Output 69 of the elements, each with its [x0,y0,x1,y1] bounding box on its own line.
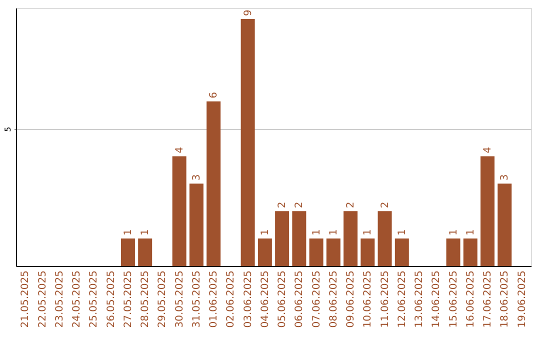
x-tick-label: 11.06.2025 [380,270,391,328]
x-tick-label: 31.05.2025 [191,270,202,328]
x-tick-label: 18.06.2025 [500,270,511,328]
bar [275,211,290,266]
x-tick-label: 29.05.2025 [157,270,168,328]
bar [138,238,152,266]
x-tick-label: 10.06.2025 [362,270,374,328]
data-label: 1 [448,229,460,236]
x-tick-label: 09.06.2025 [346,270,357,328]
bar [360,238,375,266]
data-label: 1 [260,229,271,236]
x-tick-label: 17.06.2025 [482,270,494,328]
bar [446,238,460,266]
bar [172,156,186,266]
data-label: 6 [208,92,220,98]
x-tick-label: 26.05.2025 [106,270,117,328]
bar [480,156,495,266]
x-tick-label: 14.06.2025 [431,270,442,328]
data-label: 2 [294,202,306,208]
data-label: 2 [346,202,357,208]
x-tick-label: 05.06.2025 [277,270,288,328]
data-label: 1 [328,229,340,236]
bar [394,238,409,266]
data-label: 4 [174,146,186,154]
x-tick-label: 15.06.2025 [448,270,460,328]
x-tick-label: 21.05.2025 [20,270,32,328]
data-label: 1 [311,229,322,236]
x-tick-label: 06.06.2025 [294,270,306,328]
x-tick-label: 30.05.2025 [174,270,186,328]
data-label: 1 [362,229,374,236]
x-tick-label: 23.05.2025 [54,270,66,328]
x-tick-label: 07.06.2025 [311,270,322,328]
x-tick-label: 22.05.2025 [37,270,48,328]
data-label: 9 [242,10,254,16]
x-tick-label: 03.06.2025 [242,270,254,328]
bar [258,238,272,266]
x-tick-label: 13.06.2025 [414,270,426,328]
data-label: 1 [396,229,408,236]
bar [498,184,512,266]
bar [309,238,324,266]
x-tick-label: 08.06.2025 [328,270,340,328]
bar [463,238,478,266]
data-label: 4 [482,146,494,154]
data-label: 1 [465,229,476,236]
bar [378,211,392,266]
x-tick-label: 02.06.2025 [226,270,237,328]
x-tick-label: 28.05.2025 [140,270,152,328]
y-tick-label: 5 [4,126,12,132]
x-tick-label: 19.06.2025 [516,270,528,328]
bar [240,18,255,266]
x-tick-label: 04.06.2025 [260,270,271,328]
x-tick-label: 25.05.2025 [88,270,100,328]
data-label: 3 [500,174,511,181]
bar [206,101,221,266]
bar [120,238,135,266]
data-label: 1 [140,229,152,236]
x-tick-label: 16.06.2025 [465,270,476,328]
data-label: 3 [191,174,202,181]
x-tick-label: 12.06.2025 [396,270,408,328]
x-tick-label: 24.05.2025 [72,270,83,328]
bar [344,211,358,266]
data-label: 2 [380,202,391,208]
data-label: 2 [277,202,288,208]
x-tick-label: 01.06.2025 [208,270,220,328]
bar [189,184,204,266]
data-label: 1 [122,229,134,236]
x-tick-label: 27.05.2025 [122,270,134,328]
bar [326,238,340,266]
bar [292,211,306,266]
